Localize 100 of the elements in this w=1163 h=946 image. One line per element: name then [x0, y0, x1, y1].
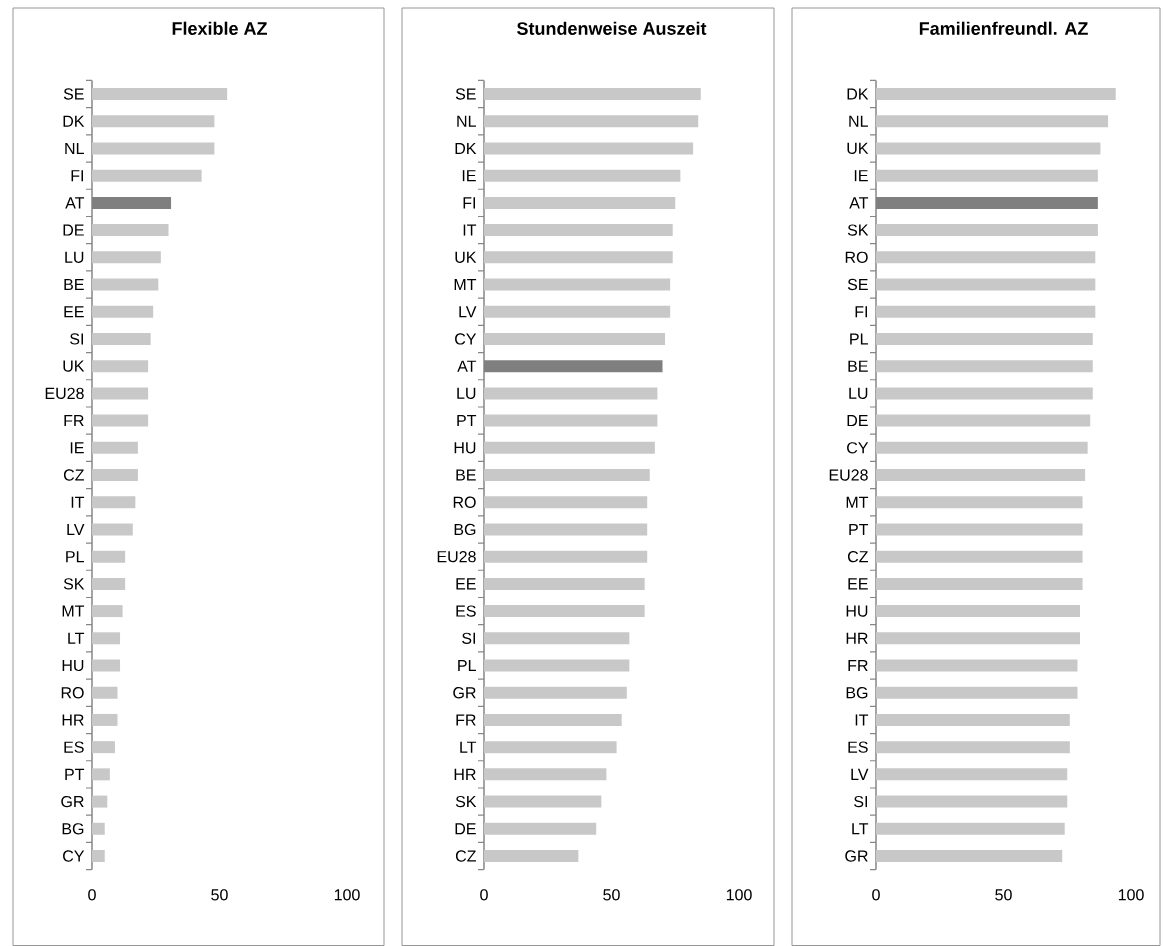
y-tick-label: IE — [70, 442, 84, 454]
x-tick-label: 50 — [995, 889, 1012, 901]
bar — [876, 360, 1093, 373]
y-tick-label: AT — [65, 197, 85, 209]
bar — [484, 523, 648, 536]
bar — [92, 523, 133, 536]
y-tick-label: IE — [854, 170, 868, 182]
bar — [484, 278, 671, 291]
bar — [92, 741, 115, 754]
x-tick-label: 50 — [603, 889, 620, 901]
y-tick-label: SK — [455, 795, 477, 808]
y-tick-label: EE — [64, 306, 84, 318]
bar — [876, 496, 1083, 509]
y-tick-label: DK — [455, 142, 477, 154]
y-tick-label: CZ — [63, 469, 84, 481]
bar — [92, 414, 149, 427]
bar — [876, 577, 1083, 590]
y-tick-label: BE — [456, 469, 476, 481]
bar — [92, 332, 151, 345]
y-tick-label: DE — [455, 823, 476, 835]
y-tick-label: HR — [62, 714, 84, 726]
y-tick-label: GR — [453, 687, 476, 699]
y-tick-label: CZ — [455, 850, 476, 862]
y-tick-label: IT — [71, 496, 85, 508]
y-tick-label: LV — [67, 523, 85, 535]
bar — [876, 142, 1101, 155]
bar — [484, 169, 681, 182]
bar — [876, 795, 1068, 808]
bar — [484, 605, 645, 618]
bar — [484, 550, 648, 563]
y-tick-label: PL — [66, 551, 84, 563]
y-tick-label: FR — [848, 660, 868, 672]
bar — [876, 387, 1093, 400]
y-tick-label: PT — [65, 768, 85, 780]
y-tick-label: MT — [62, 605, 85, 617]
y-tick-label: HU — [846, 605, 868, 617]
bar — [876, 523, 1083, 536]
bar — [92, 169, 202, 182]
y-tick-label: FR — [64, 415, 84, 427]
bar — [484, 332, 666, 345]
bar — [876, 169, 1098, 182]
y-tick-label: MT — [454, 279, 477, 291]
bar — [484, 115, 699, 128]
y-tick-label: RO — [61, 687, 84, 699]
bar — [92, 550, 126, 563]
y-tick-label: FI — [855, 306, 867, 318]
x-tick-label: 0 — [88, 889, 96, 901]
y-tick-label: PL — [850, 333, 868, 345]
y-tick-label: HU — [454, 442, 476, 454]
bar — [876, 224, 1098, 237]
bar — [92, 496, 136, 509]
bar — [876, 822, 1065, 835]
y-tick-label: FI — [463, 197, 475, 209]
bar — [92, 659, 121, 672]
bar — [92, 142, 215, 155]
bar — [92, 360, 149, 373]
bar — [876, 414, 1091, 427]
x-tick-label: 100 — [334, 889, 360, 901]
bar — [484, 387, 658, 400]
bar — [484, 305, 671, 318]
y-tick-label: RO — [845, 251, 868, 263]
y-tick-label: SK — [63, 578, 85, 590]
y-tick-label: LV — [851, 768, 869, 780]
bar — [876, 88, 1116, 101]
bar — [876, 115, 1109, 128]
bar — [92, 605, 123, 618]
y-tick-label: DE — [847, 415, 868, 427]
y-tick-label: BE — [848, 360, 868, 372]
y-tick-label: LU — [849, 387, 868, 399]
bar — [876, 632, 1081, 645]
bar — [876, 550, 1083, 563]
y-tick-label: LU — [457, 387, 476, 399]
bar — [92, 441, 138, 454]
y-tick-label: IT — [463, 224, 477, 236]
bar — [92, 795, 108, 808]
y-tick-label: FI — [71, 170, 83, 182]
y-tick-label: SI — [462, 632, 475, 644]
bar — [92, 278, 159, 291]
bar — [92, 713, 118, 726]
y-tick-label: CY — [847, 442, 869, 454]
y-tick-label: SE — [455, 88, 476, 100]
y-tick-label: SE — [847, 278, 868, 291]
y-tick-label: LT — [68, 632, 85, 644]
bar — [484, 414, 658, 427]
bar — [484, 795, 602, 808]
bar — [92, 251, 161, 264]
y-tick-label: BG — [846, 687, 868, 699]
bar — [484, 142, 694, 155]
x-tick-label: 50 — [211, 889, 228, 901]
y-tick-label: SI — [70, 333, 83, 345]
y-tick-label: PL — [458, 660, 476, 672]
y-tick-label: FR — [456, 714, 476, 726]
y-tick-label: PT — [457, 415, 477, 427]
y-tick-label: EU28 — [45, 387, 84, 400]
y-tick-label: EE — [456, 578, 476, 590]
y-tick-label: NL — [457, 115, 476, 127]
y-tick-label: BG — [62, 823, 84, 835]
bar — [484, 741, 617, 754]
bar — [92, 768, 110, 781]
y-tick-label: NL — [849, 115, 868, 127]
